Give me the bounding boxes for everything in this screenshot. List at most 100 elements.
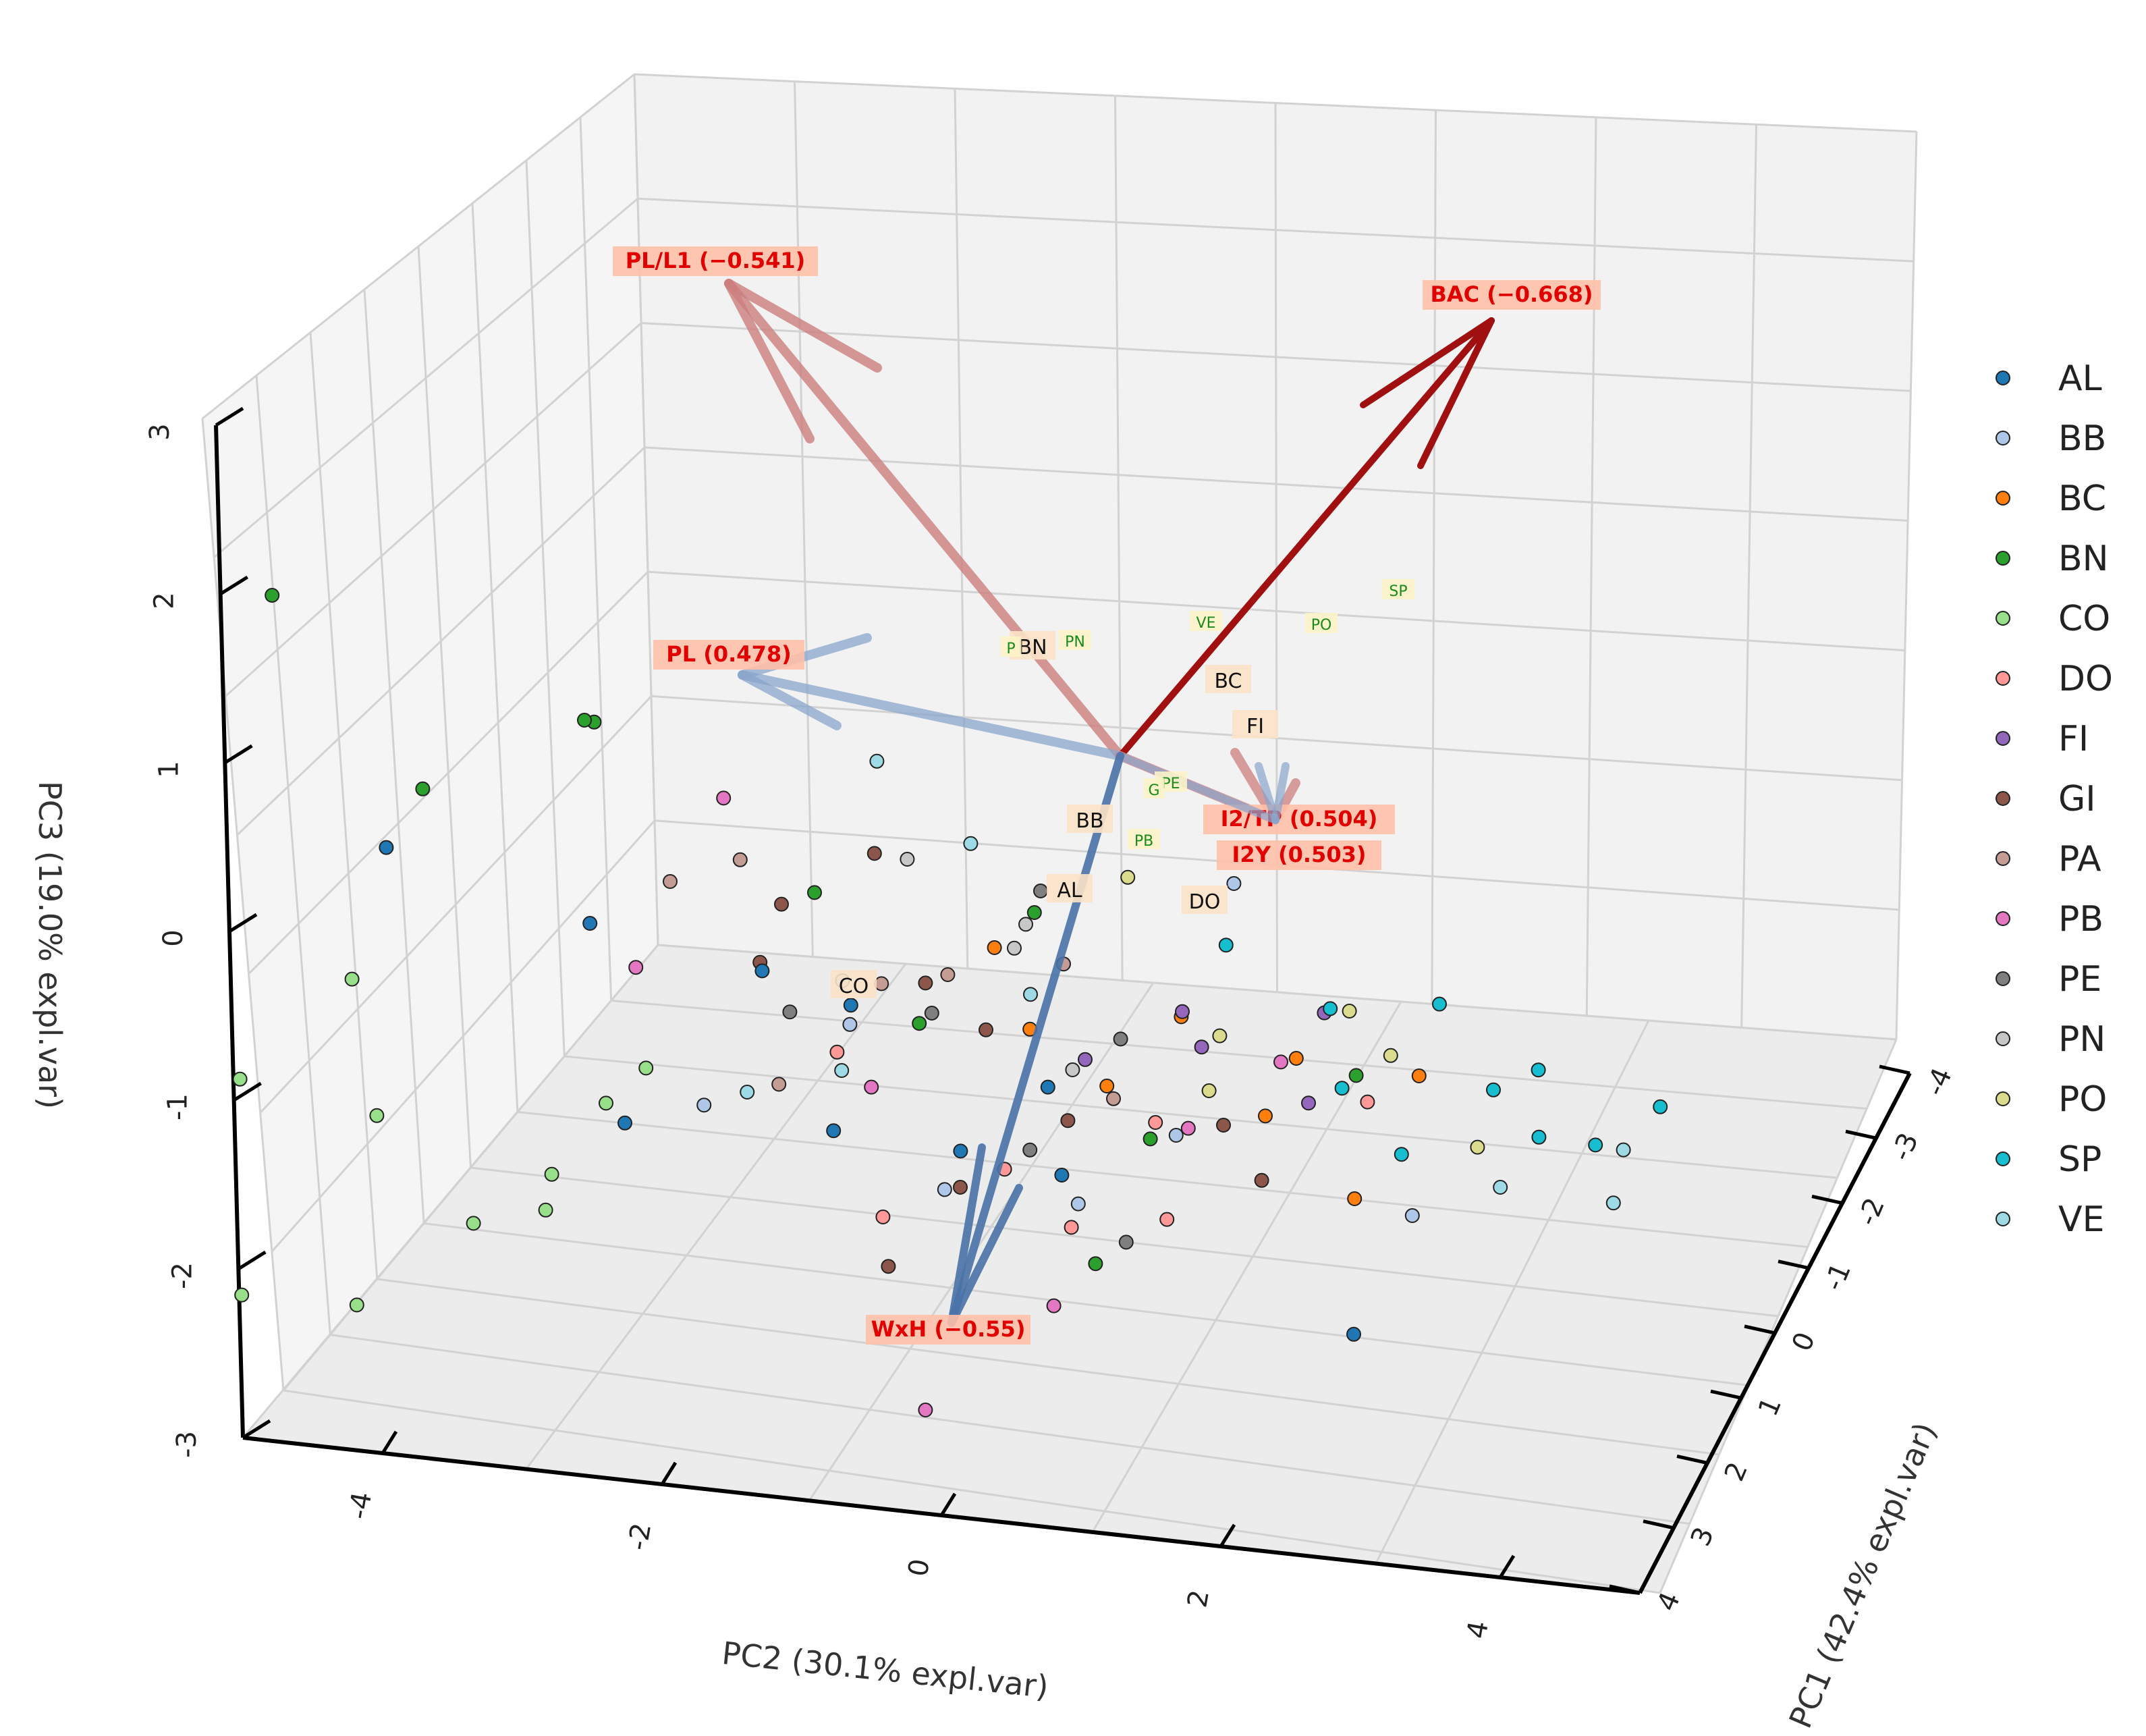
point-gi <box>774 896 789 912</box>
legend-marker-pb <box>1996 911 2010 926</box>
grid-line <box>657 944 1897 1041</box>
grid-lines <box>201 73 1918 1594</box>
z-tick <box>228 913 258 933</box>
point-ve <box>1493 1180 1508 1195</box>
y-tick-label: -2 <box>622 1521 657 1552</box>
loading-label-bg <box>1217 840 1381 870</box>
point-bc <box>1411 1068 1427 1083</box>
y-tick-label: 0 <box>902 1556 936 1579</box>
loading-vectors: PL/L1 (−0.541)BAC (−0.668)PL (0.478)I2/T… <box>613 246 1601 1345</box>
point-bn <box>912 1016 927 1031</box>
point-co <box>369 1108 385 1123</box>
point-ve <box>1023 987 1038 1002</box>
legend-label-pn: PN <box>2058 1019 2106 1060</box>
point-al <box>379 840 394 855</box>
point-pe <box>1118 1235 1134 1250</box>
point-sp <box>1531 1129 1547 1145</box>
point-pb <box>1046 1298 1062 1313</box>
grid-line <box>1114 95 1124 981</box>
loading-vector-head <box>1255 762 1280 824</box>
z-tick <box>215 406 244 427</box>
point-pn <box>900 852 915 867</box>
legend-label-ve: VE <box>2058 1199 2104 1240</box>
point-do <box>1064 1220 1079 1235</box>
grid-line <box>1092 1001 1402 1531</box>
point-al <box>1040 1079 1055 1095</box>
group-label-bg <box>1000 636 1022 657</box>
z-tick-label: 2 <box>149 592 180 609</box>
legend-marker-bn <box>1996 551 2010 566</box>
point-pb <box>1273 1054 1288 1070</box>
x-axis-label: PC1 (42.4% expl.var) <box>1782 1417 1944 1733</box>
group-label-bg <box>1232 710 1278 738</box>
z-tick-label: 0 <box>158 929 189 946</box>
point-pe <box>1033 884 1048 898</box>
point-sp <box>1531 1062 1546 1078</box>
point-gi <box>953 1180 968 1195</box>
legend-marker-ve <box>1996 1212 2010 1226</box>
point-sp <box>1218 938 1234 953</box>
legend-marker-bc <box>1996 491 2010 506</box>
legend-marker-pn <box>1996 1031 2010 1046</box>
legend-marker-do <box>1996 671 2010 686</box>
legend-marker-sp <box>1996 1151 2010 1166</box>
group-centroid-labels: AL BB BC BN CO DO FI PE PB PN PO SP VE P G <box>831 579 1414 998</box>
grid-line <box>579 117 613 1001</box>
grid-line <box>471 203 519 1112</box>
point-sp <box>1432 996 1447 1012</box>
x-tick-label: 3 <box>1685 1523 1720 1550</box>
loading-label: PL/L1 (−0.541) <box>626 248 806 273</box>
grid-line <box>633 74 659 946</box>
group-label-bg <box>831 970 877 998</box>
point-gi <box>1060 1113 1076 1129</box>
group-label: FI <box>1246 715 1264 738</box>
y-tick <box>1498 1554 1516 1579</box>
group-label: VE <box>1196 615 1216 632</box>
point-co <box>599 1095 613 1111</box>
x-tick-label: 0 <box>1786 1328 1821 1355</box>
grid-line <box>954 88 969 969</box>
loading-vector-line <box>947 752 1124 1327</box>
grid-line <box>525 160 566 1057</box>
legend-marker-fi <box>1996 731 2010 746</box>
grid-line <box>564 1055 1838 1179</box>
point-co <box>344 971 360 987</box>
loading-label-bg <box>613 246 818 276</box>
loading-label-bg <box>1203 805 1395 834</box>
group-label: PO <box>1311 617 1332 634</box>
grid-line <box>236 446 646 836</box>
y-axis-label: PC2 (30.1% expl.var) <box>720 1635 1050 1706</box>
x-tick-label: -2 <box>1852 1193 1891 1230</box>
point-bc <box>987 940 1002 955</box>
x-tick-label: 4 <box>1651 1588 1686 1615</box>
point-pa <box>771 1077 787 1092</box>
x-tick <box>1676 1455 1708 1465</box>
z-tick <box>238 1250 267 1271</box>
grid-line <box>794 81 814 957</box>
point-sp <box>1323 1001 1338 1016</box>
point-sp <box>1394 1147 1409 1162</box>
y-tick-label: 2 <box>1182 1588 1215 1610</box>
grid-line <box>255 375 331 1335</box>
legend-label-bc: BC <box>2058 479 2106 519</box>
point-fi <box>1194 1039 1209 1055</box>
loading-vector-head <box>1417 317 1495 469</box>
loading-vector-head <box>947 1184 1023 1327</box>
point-fi <box>1078 1052 1093 1067</box>
axis-ticks: -3 -2 -1 0 1 2 3 -4 -2 0 2 4 -4 -3 -2 -1 0 1 2 3 4 <box>144 406 1958 1641</box>
point-bc <box>1258 1108 1273 1124</box>
point-pb <box>864 1079 879 1095</box>
point-pa <box>940 967 956 982</box>
point-pn <box>1007 940 1022 956</box>
x-tick <box>1744 1324 1776 1335</box>
point-po <box>1212 1028 1228 1043</box>
point-bn <box>1348 1068 1364 1083</box>
grid-line <box>242 944 659 1438</box>
point-pn <box>1018 917 1033 932</box>
y-tick <box>1219 1523 1236 1548</box>
point-ve <box>1605 1195 1621 1211</box>
point-pa <box>874 976 889 992</box>
point-bb <box>1070 1196 1086 1212</box>
grid-line <box>1585 117 1597 1016</box>
